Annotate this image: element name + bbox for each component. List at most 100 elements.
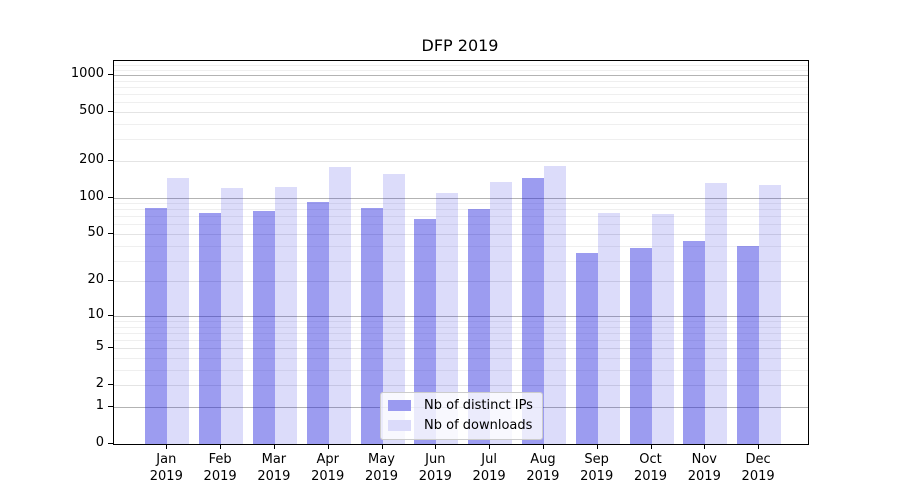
y-tick-mark-1 [108, 406, 113, 407]
bar-downloads-apr [328, 166, 351, 444]
gridline-y-90 [114, 203, 808, 205]
y-tick-label-1: 1 [95, 398, 104, 413]
bar-distinct-ips-jan [145, 208, 168, 444]
gridline-y-5 [114, 348, 808, 350]
x-tick-mark-aug [542, 444, 544, 449]
x-tick-label-sep: Sep 2019 [580, 452, 614, 484]
bar-downloads-jun [436, 193, 459, 444]
bar-distinct-ips-dec [737, 245, 760, 444]
bar-distinct-ips-jul [468, 209, 491, 444]
gridline-y-400 [114, 123, 808, 125]
legend-row-distinct-ips: Nb of distinct IPs [388, 396, 535, 415]
x-tick-mark-jul [489, 444, 491, 449]
gridline-y-4 [114, 358, 808, 359]
x-tick-mark-feb [220, 444, 222, 449]
y-tick-mark-200 [108, 159, 113, 161]
legend-row-downloads: Nb of downloads [388, 416, 535, 435]
gridline-y-1200 [114, 65, 808, 67]
gridline-y-40 [114, 245, 808, 247]
bar-distinct-ips-may [360, 208, 383, 444]
x-tick-mark-jun [435, 444, 437, 449]
x-tick-label-jul: Jul 2019 [472, 452, 506, 484]
gridline-y-800 [114, 86, 808, 88]
bar-distinct-ips-nov [683, 240, 706, 444]
bar-downloads-may [382, 174, 405, 444]
gridline-y-1100 [114, 69, 808, 71]
y-tick-mark-0 [108, 443, 113, 444]
gridline-y-700 [114, 94, 808, 95]
bar-downloads-mar [274, 187, 297, 444]
gridline-y-20 [114, 281, 808, 283]
x-tick-mark-sep [596, 444, 598, 449]
gridline-y-900 [114, 80, 808, 82]
y-tick-label-20: 20 [87, 272, 104, 288]
gridline-y-500 [114, 112, 808, 113]
x-tick-mark-oct [650, 444, 652, 449]
x-tick-mark-may [381, 444, 383, 449]
x-tick-mark-nov [704, 444, 706, 449]
plot-area [113, 60, 809, 445]
gridline-y-6 [114, 340, 808, 342]
y-tick-label-200: 200 [79, 151, 104, 167]
gridline-y-3 [114, 370, 808, 371]
bar-distinct-ips-feb [199, 213, 222, 444]
y-tick-label-10: 10 [87, 306, 104, 322]
bar-downloads-oct [651, 214, 674, 444]
y-tick-label-50: 50 [87, 225, 104, 240]
y-tick-label-5: 5 [95, 339, 104, 355]
y-tick-label-2: 2 [95, 376, 104, 392]
y-tick-mark-50 [108, 233, 113, 234]
gridline-y-300 [114, 139, 808, 141]
y-tick-mark-20 [108, 280, 113, 282]
x-tick-label-apr: Apr 2019 [311, 452, 345, 484]
gridline-y-2 [114, 385, 808, 387]
bar-downloads-feb [221, 187, 244, 444]
gridline-y-8 [114, 326, 808, 328]
bar-downloads-nov [705, 183, 728, 444]
legend-label-distinct-ips: Nb of distinct IPs [424, 398, 533, 413]
x-tick-label-dec: Dec 2019 [741, 452, 775, 484]
x-tick-mark-mar [273, 444, 275, 449]
y-tick-mark-5 [108, 347, 113, 349]
y-tick-mark-100 [108, 196, 113, 198]
y-tick-label-1000: 1000 [70, 66, 104, 81]
bar-distinct-ips-oct [629, 248, 652, 444]
y-tick-mark-10 [108, 314, 113, 316]
y-tick-mark-500 [108, 111, 113, 112]
y-tick-label-100: 100 [79, 188, 104, 204]
x-tick-label-aug: Aug 2019 [526, 452, 560, 484]
gridline-y-1000 [114, 75, 808, 76]
y-tick-label-500: 500 [79, 103, 104, 118]
bar-distinct-ips-apr [306, 201, 329, 444]
bar-distinct-ips-aug [521, 177, 544, 444]
bar-distinct-ips-mar [252, 210, 275, 444]
x-tick-label-feb: Feb 2019 [203, 452, 237, 484]
gridline-y-80 [114, 209, 808, 211]
chart-title: DFP 2019 [421, 36, 499, 55]
legend-label-downloads: Nb of downloads [424, 418, 533, 433]
x-tick-mark-dec [758, 444, 760, 449]
gridline-y-50 [114, 234, 808, 235]
x-tick-label-mar: Mar 2019 [257, 452, 291, 484]
x-tick-mark-jan [166, 444, 168, 449]
gridline-y-100 [114, 197, 808, 199]
legend-swatch-distinct-ips [388, 400, 411, 411]
x-tick-label-jan: Jan 2019 [149, 452, 183, 484]
y-tick-label-0: 0 [95, 435, 104, 450]
legend: Nb of distinct IPs Nb of downloads [380, 392, 543, 440]
gridline-y-200 [114, 160, 808, 162]
x-tick-label-jun: Jun 2019 [418, 452, 452, 484]
y-tick-mark-1000 [108, 74, 113, 75]
bar-downloads-dec [759, 185, 782, 444]
gridline-y-70 [114, 216, 808, 218]
gridline-y-7 [114, 332, 808, 334]
x-tick-mark-apr [327, 444, 329, 449]
x-tick-label-may: May 2019 [364, 452, 399, 484]
gridline-y-600 [114, 102, 808, 104]
bar-downloads-aug [543, 166, 566, 444]
bar-downloads-sep [597, 212, 620, 444]
y-tick-mark-2 [108, 384, 113, 386]
x-tick-label-nov: Nov 2019 [687, 452, 721, 484]
gridline-y-10 [114, 315, 808, 317]
gridline-y-9 [114, 321, 808, 322]
